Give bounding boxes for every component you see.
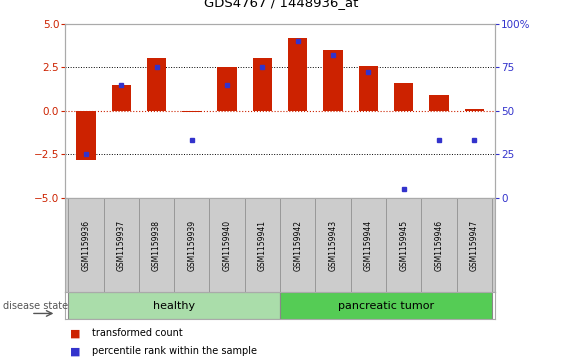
Bar: [421, 198, 457, 292]
Text: GSM1159940: GSM1159940: [222, 220, 231, 270]
Bar: [280, 292, 492, 319]
Bar: [323, 50, 343, 111]
Text: GSM1159942: GSM1159942: [293, 220, 302, 270]
Text: GSM1159945: GSM1159945: [399, 220, 408, 270]
Bar: [394, 83, 413, 111]
Text: GSM1159946: GSM1159946: [435, 220, 444, 270]
Bar: [457, 198, 492, 292]
Text: GSM1159936: GSM1159936: [82, 220, 91, 270]
Text: GSM1159937: GSM1159937: [117, 220, 126, 270]
Text: GSM1159941: GSM1159941: [258, 220, 267, 270]
Text: GDS4767 / 1448936_at: GDS4767 / 1448936_at: [204, 0, 359, 9]
Bar: [315, 198, 351, 292]
Text: GSM1159939: GSM1159939: [187, 220, 196, 270]
Text: GSM1159947: GSM1159947: [470, 220, 479, 270]
Text: transformed count: transformed count: [92, 328, 182, 338]
Bar: [386, 198, 421, 292]
Bar: [139, 198, 174, 292]
Bar: [245, 198, 280, 292]
Bar: [253, 58, 272, 111]
Bar: [68, 198, 104, 292]
Bar: [76, 111, 96, 159]
Bar: [217, 67, 237, 111]
Bar: [351, 198, 386, 292]
Text: ■: ■: [70, 346, 81, 356]
Bar: [288, 37, 307, 111]
Text: percentile rank within the sample: percentile rank within the sample: [92, 346, 257, 356]
Text: ■: ■: [70, 328, 81, 338]
Bar: [104, 198, 139, 292]
Bar: [68, 292, 280, 319]
Bar: [147, 58, 166, 111]
Bar: [429, 95, 449, 111]
Text: disease state: disease state: [3, 301, 68, 311]
Text: GSM1159943: GSM1159943: [329, 220, 338, 270]
Bar: [359, 66, 378, 111]
Text: GSM1159944: GSM1159944: [364, 220, 373, 270]
Bar: [464, 109, 484, 111]
Bar: [174, 198, 209, 292]
Text: GSM1159938: GSM1159938: [152, 220, 161, 270]
Bar: [209, 198, 245, 292]
Bar: [280, 198, 315, 292]
Bar: [111, 85, 131, 111]
Text: healthy: healthy: [153, 301, 195, 311]
Text: pancreatic tumor: pancreatic tumor: [338, 301, 434, 311]
